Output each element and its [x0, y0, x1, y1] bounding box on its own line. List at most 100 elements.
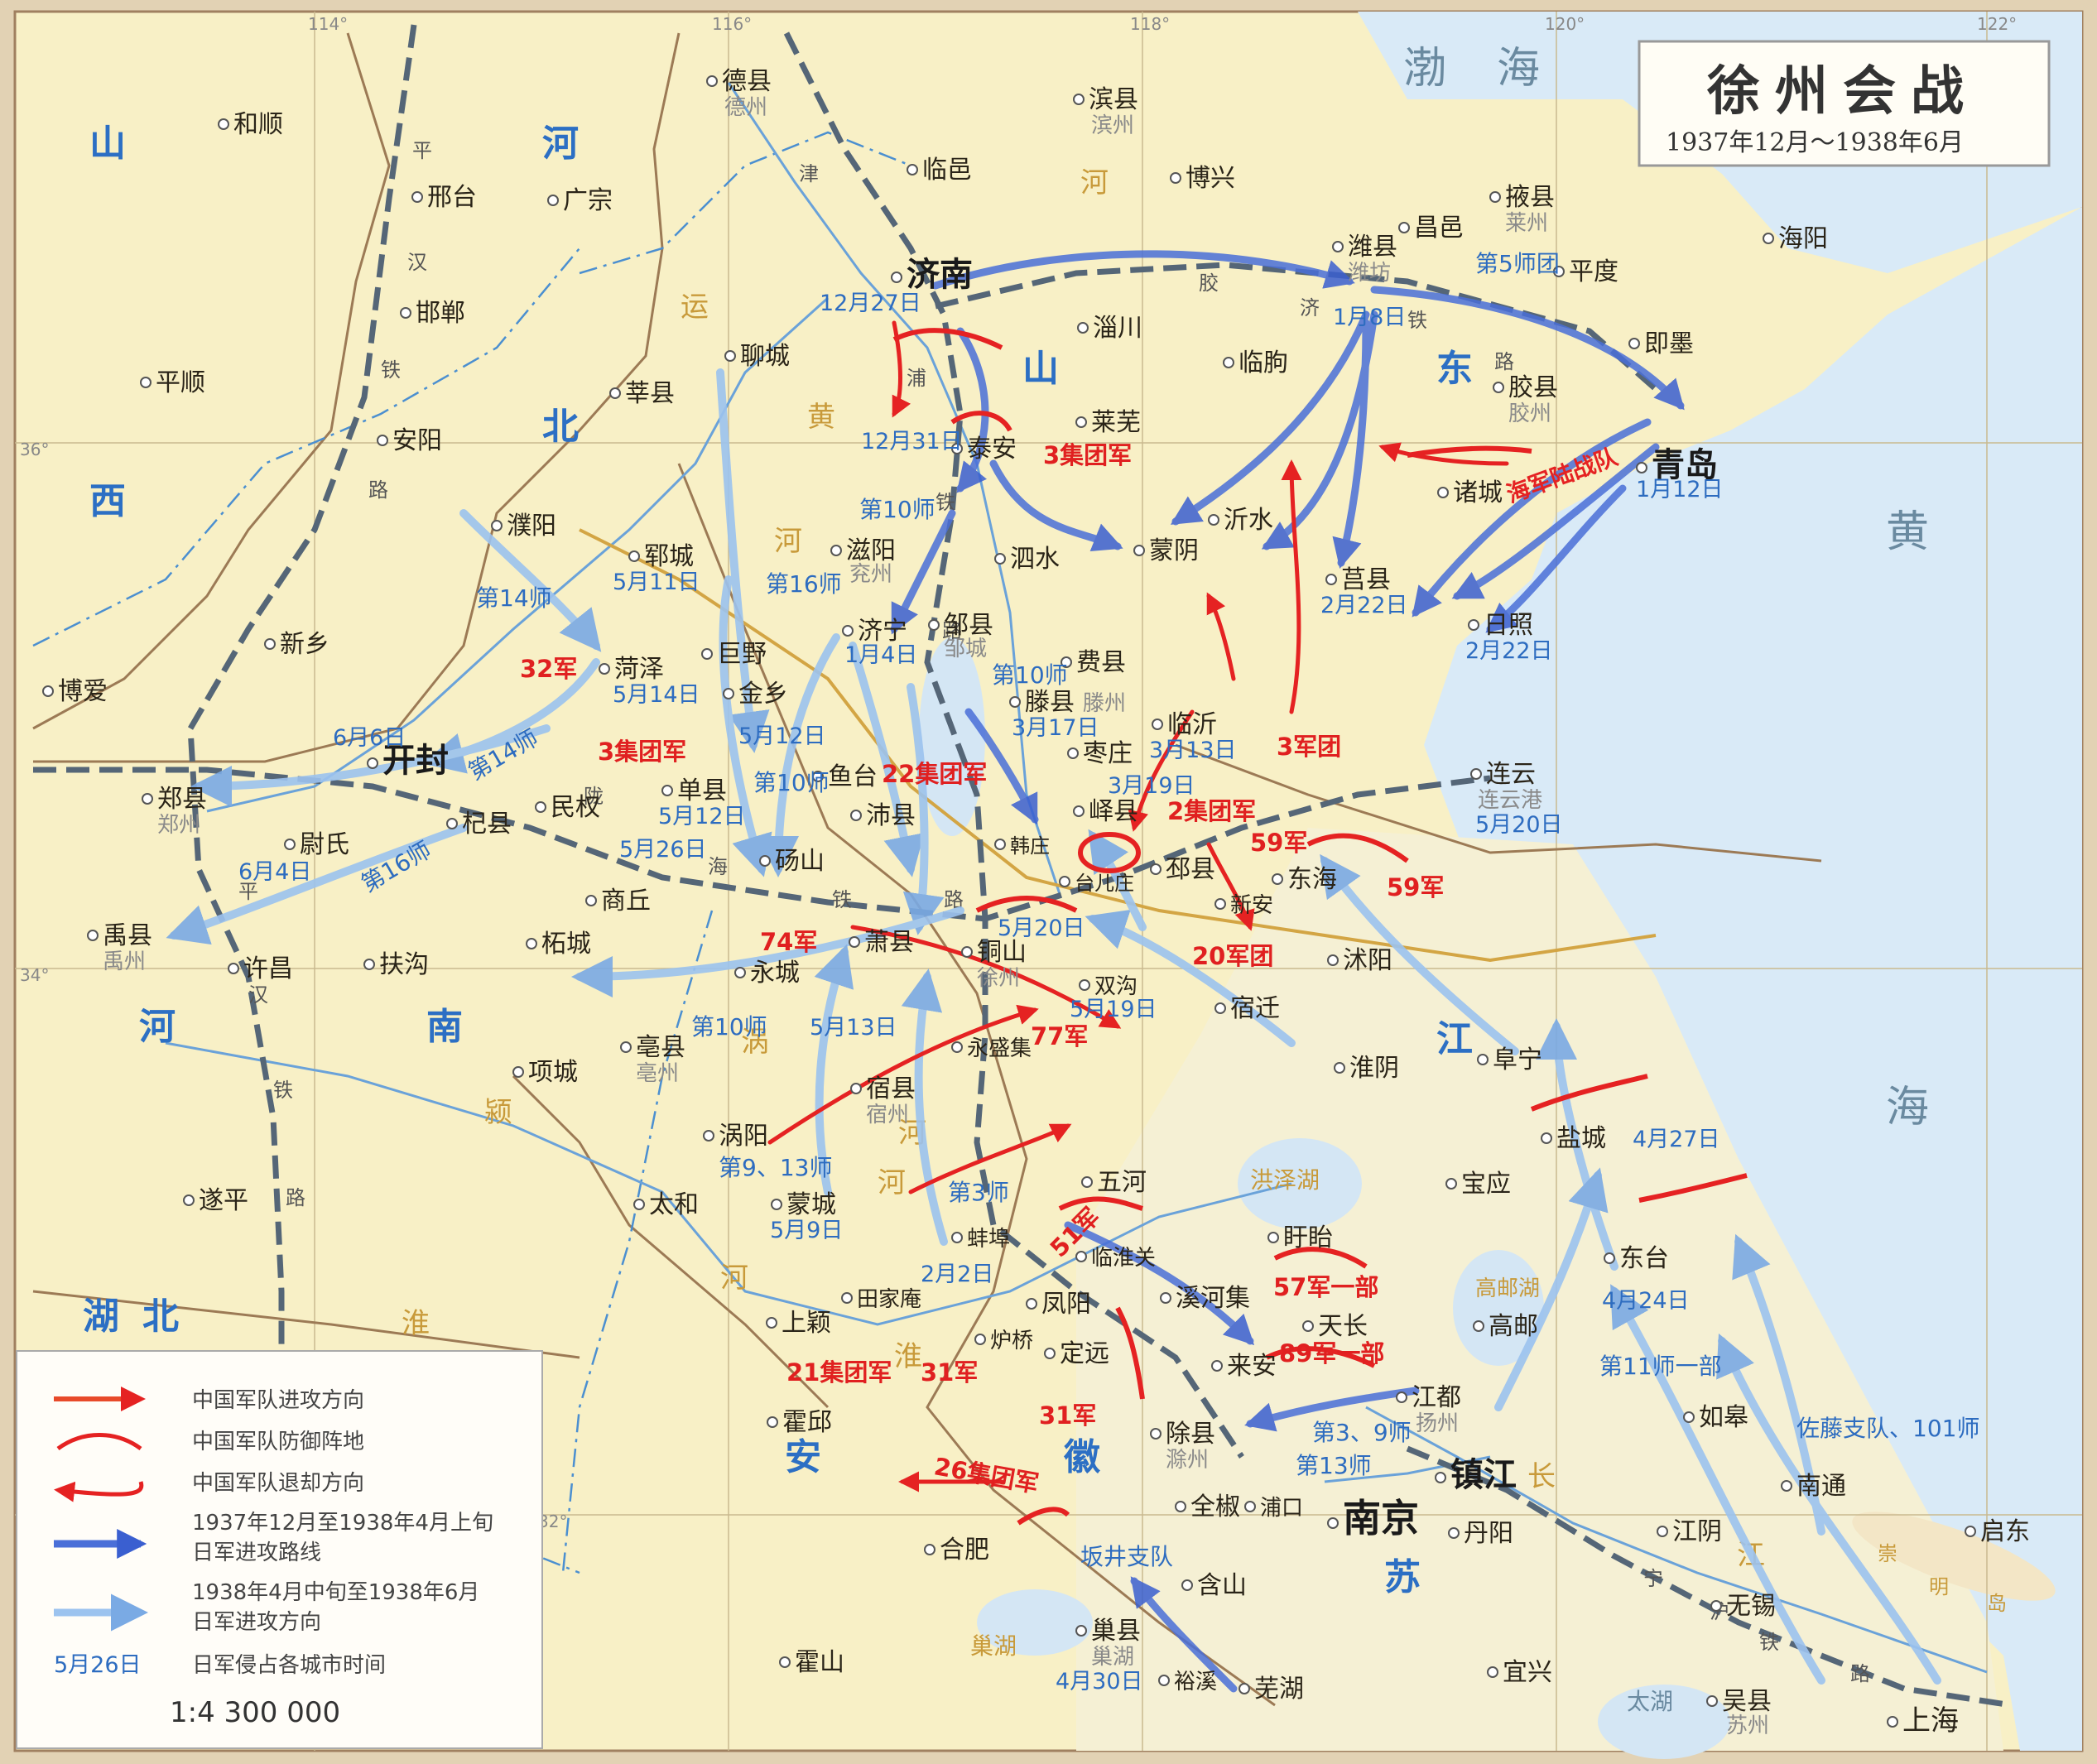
rail-char: 胶 [1199, 272, 1219, 295]
occupation-date: 3月19日 [1108, 773, 1195, 799]
city-label: 金乡 [738, 680, 788, 709]
jp-arrow [719, 575, 772, 877]
city-dot [849, 936, 860, 948]
city-dot [1636, 462, 1647, 473]
legend-label: 中国军队进攻方向 [192, 1388, 364, 1413]
legend-cn-defense-swatch [56, 1433, 142, 1451]
city-label: 涡阳 [719, 1122, 768, 1151]
city-label: 江阴 [1672, 1517, 1722, 1546]
cn-defense [1058, 1196, 1143, 1211]
city-dot [812, 771, 824, 782]
jp-arrow [716, 368, 770, 753]
city-label: 宜兴 [1503, 1658, 1552, 1687]
city-dot [1067, 747, 1079, 759]
jp-arrow [901, 969, 948, 1246]
rail-char: 平 [412, 139, 432, 162]
river-char: 黄 [807, 401, 835, 434]
title-box: 徐州会战 1937年12月～1938年6月 [1638, 40, 2051, 167]
occupation-date: 1月12日 [1636, 477, 1724, 502]
city-alt-label: 胶州 [1508, 401, 1551, 426]
city-label: 浦口 [1260, 1496, 1303, 1521]
city-dot [891, 272, 902, 283]
cn-arrow [1206, 842, 1255, 931]
occupation-date: 4月24日 [1602, 1288, 1690, 1314]
jp-arrow [166, 824, 468, 945]
city-label: 来安 [1227, 1352, 1277, 1381]
river-char: 淮 [894, 1340, 922, 1373]
city-dot [1073, 805, 1085, 817]
city-dot [1553, 266, 1565, 277]
city-label: 日照 [1484, 611, 1533, 640]
city-dot [1706, 1695, 1718, 1707]
rail-char: 陇 [584, 785, 604, 808]
city-label: 阜宁 [1493, 1045, 1542, 1074]
city-dot [1175, 1501, 1186, 1512]
cn-unit: 3集团军 [1043, 441, 1132, 469]
occupation-date: 3月13日 [1149, 738, 1237, 763]
sea-char: 黄 [1886, 507, 1929, 557]
city-dot [1160, 1292, 1171, 1304]
lat-36: 36° [20, 440, 49, 459]
cn-unit: 57军一部 [1273, 1273, 1378, 1301]
city-dot [1152, 719, 1163, 730]
city-dot [1061, 656, 1072, 668]
jp-unit: 第11师一部 [1599, 1353, 1722, 1380]
city-dot [1327, 1517, 1339, 1529]
city-dot [1081, 1176, 1093, 1188]
occupation-date: 4月30日 [1056, 1669, 1143, 1694]
occupation-date: 6月4日 [238, 859, 311, 885]
city-label: 盐城 [1556, 1124, 1606, 1153]
city-dot [924, 1544, 935, 1555]
city-dot [1272, 873, 1283, 885]
city-label: 定远 [1060, 1339, 1109, 1368]
city-label: 邯郸 [416, 299, 465, 328]
jp-arrow [1244, 1387, 1420, 1432]
city-label: 巢县 [1091, 1617, 1141, 1646]
jp-unit: 第16师 [766, 570, 842, 598]
rail-char: 铁 [1407, 309, 1427, 332]
city-label: 临淮关 [1091, 1246, 1156, 1271]
jp-unit: 第13师 [1296, 1452, 1372, 1479]
city-label: 高邮 [1489, 1312, 1538, 1341]
city-dot [1223, 357, 1234, 368]
city-label: 蚌埠 [967, 1227, 1010, 1252]
province-char: 北 [142, 1295, 179, 1338]
city-label: 莘县 [625, 379, 675, 408]
city-dot [140, 377, 152, 388]
city-dot [1238, 1683, 1250, 1694]
cn-defense [1265, 1346, 1376, 1368]
city-label: 聊城 [740, 342, 790, 371]
city-dot [628, 550, 640, 562]
city-label: 临朐 [1238, 348, 1288, 377]
legend-label: 1938年4月中旬至1938年6月 [192, 1580, 479, 1605]
city-label: 蒙阴 [1149, 536, 1199, 565]
occupation-date: 4月27日 [1633, 1127, 1720, 1152]
jp-arrow [1732, 1233, 1825, 1536]
city-alt-label: 潍坊 [1348, 261, 1391, 286]
island-char: 岛 [1987, 1592, 2007, 1615]
city-label: 亳县 [636, 1033, 685, 1062]
jp-arrow [1536, 1018, 1618, 1271]
lake-label: 洪泽湖 [1250, 1166, 1320, 1194]
jp-unit: 第14师 [476, 584, 552, 612]
city-label: 海阳 [1778, 224, 1828, 253]
cn-unit: 77军 [1031, 1022, 1088, 1050]
city-label: 沂水 [1224, 506, 1273, 535]
province-char: 河 [542, 123, 579, 165]
jp-arrow [1716, 1333, 1941, 1685]
city-alt-label: 宿州 [866, 1103, 909, 1127]
city-dot [1398, 222, 1410, 233]
city-label: 丹阳 [1464, 1519, 1513, 1548]
city-dot [703, 1130, 714, 1142]
river-labels: 黄 河 运 河 河 淮 河 涡 河 颍 长 江 淮 河 洪泽湖 高邮湖 巢湖 太… [402, 166, 2007, 1715]
cn-arrow [1128, 709, 1195, 832]
city-dot [1077, 322, 1089, 334]
city-label: 双沟 [1094, 974, 1137, 999]
yellow-river-old-course [579, 528, 1657, 963]
lon-120: 120° [1545, 14, 1585, 34]
city-dot [1009, 696, 1021, 708]
chao-lake [977, 1589, 1093, 1656]
cn-unit: 59军 [1250, 829, 1307, 857]
city-label: 溪河集 [1176, 1284, 1250, 1313]
